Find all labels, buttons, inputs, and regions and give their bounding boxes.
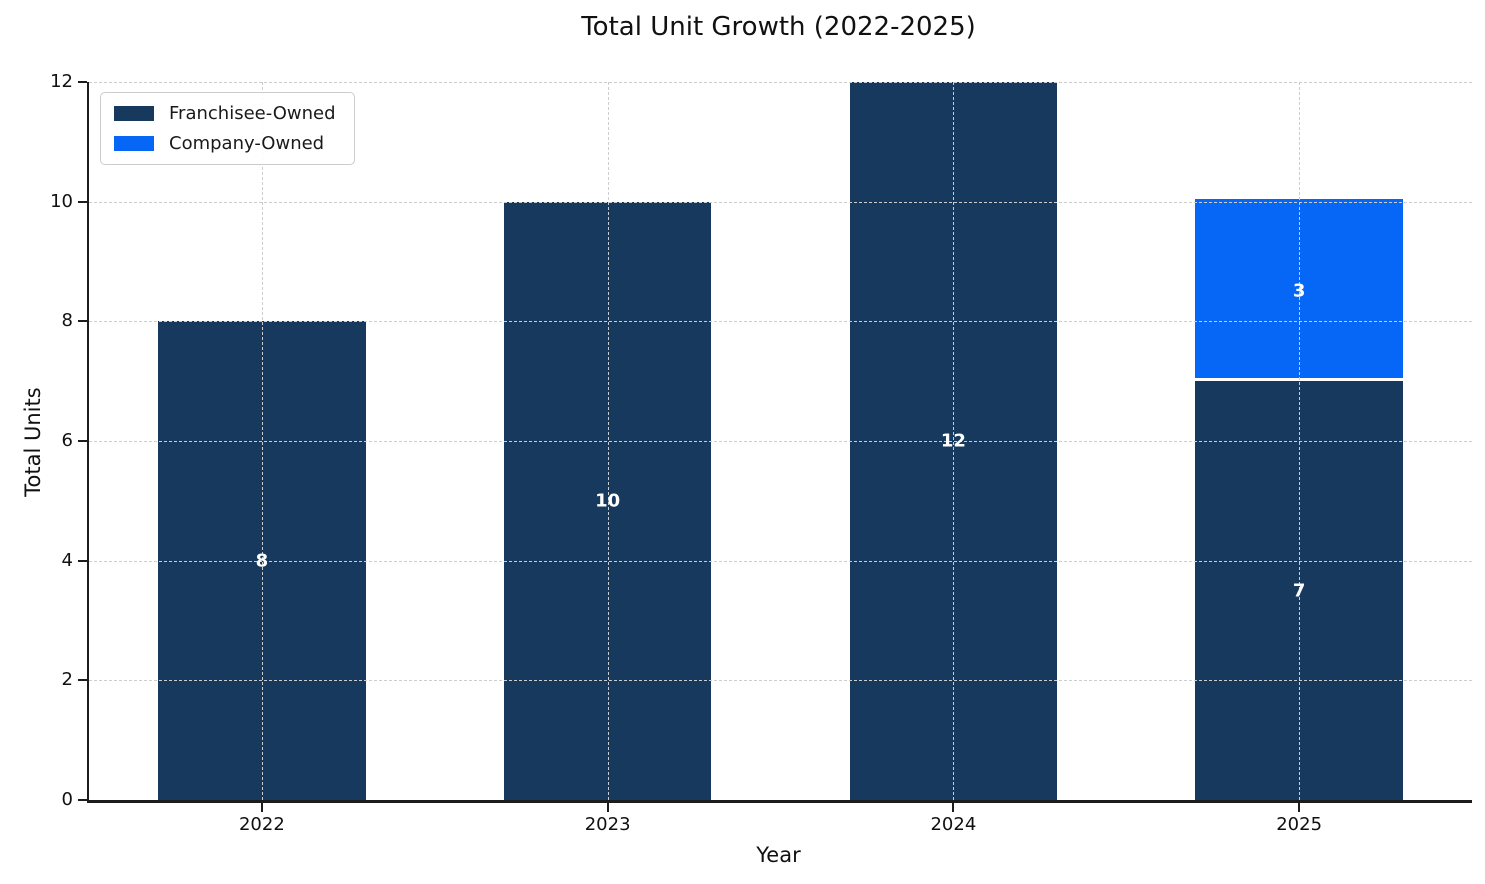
y-tick-mark — [78, 559, 87, 562]
y-tick-mark — [78, 799, 87, 801]
h-gridline — [89, 82, 1472, 83]
y-tick-label: 0 — [61, 789, 73, 810]
y-tick-label: 12 — [50, 71, 73, 92]
x-tick-mark — [1298, 803, 1301, 812]
legend-label: Company-Owned — [169, 133, 325, 154]
legend-item-company: Company-Owned — [114, 133, 336, 154]
bar-value-label: 7 — [1292, 580, 1306, 602]
bar-segment-2025-franchisee-owned — [1195, 381, 1403, 800]
x-tick-label: 2023 — [584, 814, 631, 835]
y-tick-mark — [78, 440, 87, 442]
y-tick-label: 8 — [61, 310, 73, 332]
x-tick-label: 2024 — [930, 814, 977, 835]
bar-segment-2023-franchisee-owned — [503, 201, 712, 800]
y-tick-label: 10 — [50, 190, 73, 212]
x-tick-label: 2025 — [1276, 814, 1323, 835]
legend: Franchisee-Owned Company-Owned — [100, 92, 355, 165]
plot-area: 8 10 12 7 3 0 2 4 6 8 10 12 2022 2023 2024 2025 — [50, 71, 1472, 835]
y-tick-mark — [78, 200, 87, 203]
y-tick-label: 6 — [61, 430, 73, 451]
bar-segment-2025-company-owned — [1195, 198, 1403, 382]
y-tick-mark — [78, 320, 87, 323]
company-swatch-icon — [114, 136, 154, 151]
bar-value-label: 8 — [255, 550, 269, 572]
x-axis-label: Year — [756, 843, 801, 867]
x-tick-label: 2022 — [238, 814, 285, 835]
legend-label: Franchisee-Owned — [169, 103, 336, 124]
y-tick-mark — [78, 81, 87, 83]
chart-title: Total Unit Growth (2022-2025) — [581, 12, 976, 42]
y-tick-label: 4 — [61, 549, 73, 571]
x-tick-mark — [952, 803, 955, 812]
bar-value-label: 12 — [940, 430, 966, 452]
y-tick-label: 2 — [61, 669, 73, 691]
franchisee-swatch-icon — [114, 106, 154, 121]
x-tick-mark — [260, 803, 263, 812]
bar-value-label: 10 — [595, 490, 621, 512]
y-tick-mark — [78, 679, 87, 682]
bar-value-label: 3 — [1292, 280, 1306, 302]
legend-item-franchisee: Franchisee-Owned — [114, 103, 336, 124]
x-tick-mark — [606, 803, 609, 812]
